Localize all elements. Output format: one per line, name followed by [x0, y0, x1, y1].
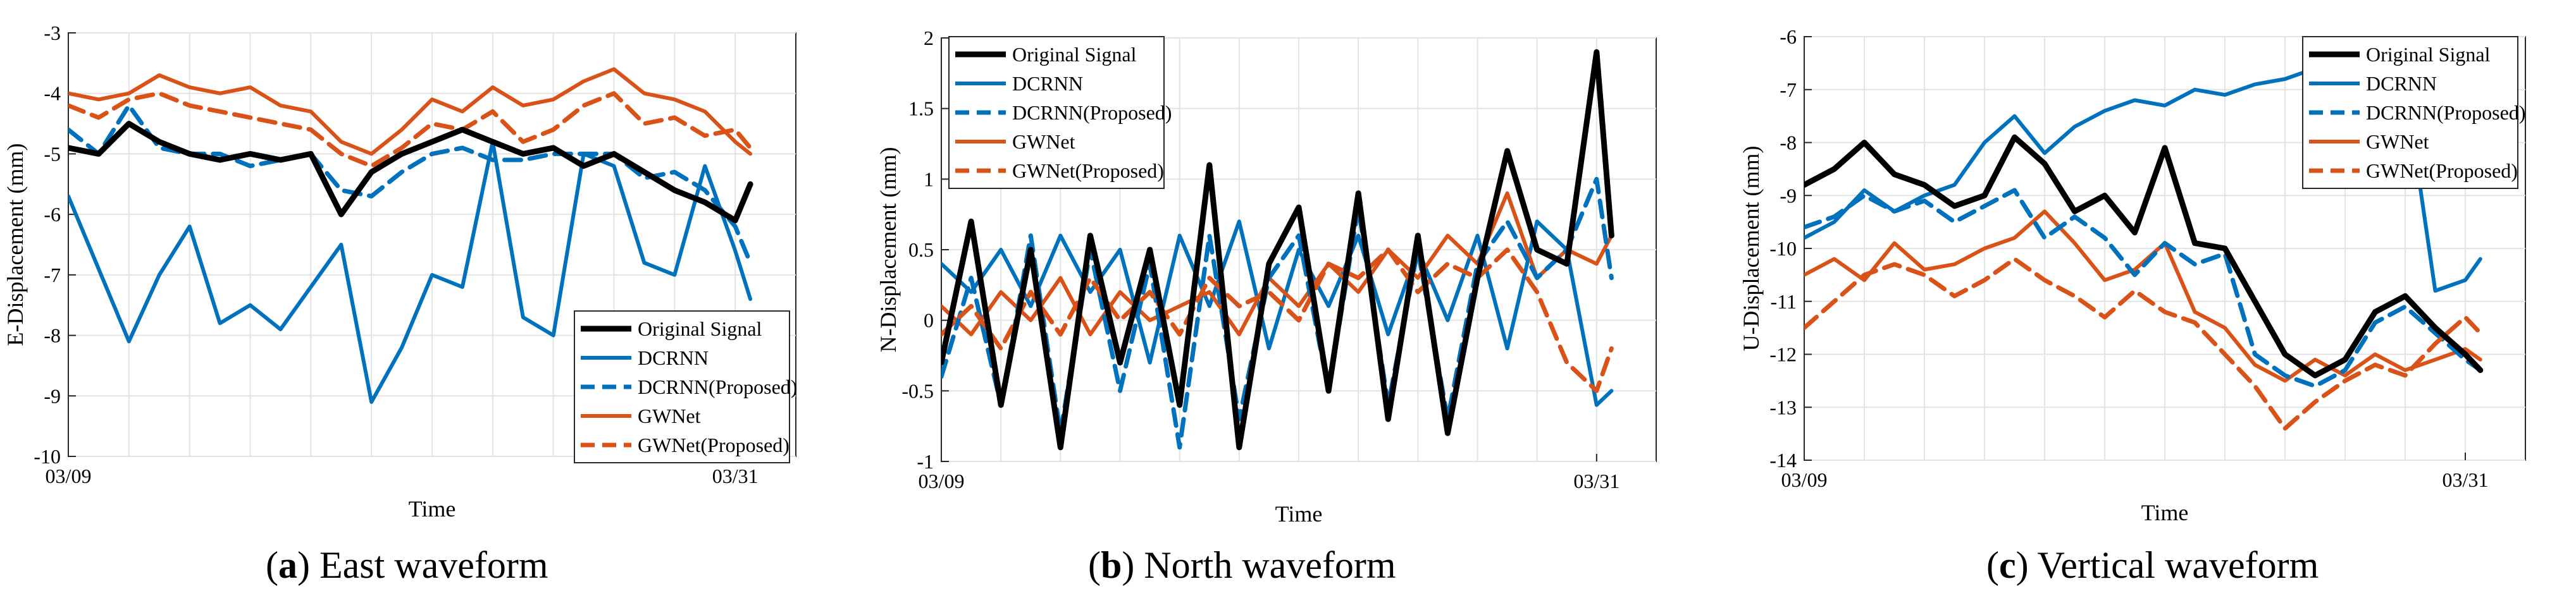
x-tick-label: 03/09 — [46, 465, 92, 487]
series-group — [1804, 61, 2484, 431]
legend: Original Signal DCRNN DCRNN(Proposed) GWNet… — [948, 36, 1172, 189]
legend-label-dcrnn-proposed: DCRNN(Proposed) — [2366, 101, 2525, 124]
y-tick-label: -6 — [44, 203, 61, 226]
y-tick-label: -0.5 — [901, 379, 934, 402]
y-tick-label: 1 — [924, 168, 934, 190]
x-tick-label: 03/31 — [1573, 470, 1619, 492]
caption-vertical: (c) Vertical waveform — [1986, 544, 2319, 586]
legend-label-gwnet-proposed: GWNet(Proposed) — [2366, 159, 2518, 182]
y-tick-label: -10 — [1769, 237, 1797, 260]
y-tick-label: -7 — [1780, 78, 1797, 101]
x-axis-label: Time — [2141, 500, 2189, 525]
x-tick-label: 03/09 — [1781, 468, 1828, 491]
y-tick-label: -1 — [917, 450, 934, 473]
y-tick-label: -13 — [1769, 396, 1797, 418]
legend-label-gwnet-proposed: GWNet(Proposed) — [638, 434, 790, 456]
legend-box — [574, 310, 790, 463]
caption-text: Vertical waveform — [2037, 544, 2319, 586]
y-tick-label: -9 — [44, 384, 61, 407]
caption-letter: a — [278, 544, 297, 586]
legend: Original Signal DCRNN DCRNN(Proposed) GWNet… — [2302, 36, 2525, 189]
y-tick-label: 0.5 — [908, 238, 934, 261]
x-axis-label: Time — [1275, 501, 1323, 527]
caption-text: North waveform — [1144, 544, 1396, 586]
y-tick-label: 0 — [924, 309, 934, 332]
series-line-dcrnn — [941, 219, 1614, 407]
legend-label-gwnet-proposed: GWNet(Proposed) — [1012, 159, 1164, 182]
y-tick-label: -7 — [44, 264, 61, 286]
legend-label-original-signal: Original Signal — [2366, 43, 2491, 66]
legend-label-dcrnn-proposed: DCRNN(Proposed) — [638, 375, 797, 398]
y-tick-label: -8 — [1780, 131, 1797, 154]
legend: Original Signal DCRNN DCRNN(Proposed) GWNet… — [574, 310, 797, 463]
y-tick-label: -8 — [44, 324, 61, 347]
y-axis-label: N-Displacement (mm) — [876, 147, 901, 353]
x-axis-label: Time — [409, 496, 456, 522]
legend-label-gwnet: GWNet — [2366, 130, 2429, 153]
series-line-gwnet — [941, 191, 1614, 336]
legend-label-dcrnn: DCRNN — [1012, 72, 1083, 95]
caption-letter: b — [1100, 544, 1122, 586]
series-group — [68, 67, 753, 404]
x-tick-label: 03/31 — [712, 465, 759, 487]
y-tick-label: -3 — [44, 21, 61, 44]
y-tick-label: -5 — [44, 142, 61, 165]
series-line-original-signal — [941, 49, 1614, 451]
series-line-dcrnn-proposed — [1804, 188, 2483, 389]
series-line-original-signal — [1804, 134, 2484, 379]
caption-letter: c — [1998, 544, 2016, 586]
legend-label-dcrnn-proposed: DCRNN(Proposed) — [1012, 101, 1172, 124]
x-tick-label: 03/09 — [919, 470, 965, 492]
y-tick-label: -6 — [1780, 25, 1797, 48]
y-tick-label: -11 — [1771, 290, 1797, 313]
legend-label-dcrnn: DCRNN — [638, 346, 709, 369]
caption-east: (a) East waveform — [266, 544, 548, 586]
x-tick-label: 03/31 — [2443, 468, 2489, 491]
y-tick-label: -9 — [1780, 184, 1797, 207]
series-line-gwnet-proposed — [1804, 257, 2483, 431]
y-axis-label: E-Displacement (mm) — [3, 143, 28, 346]
series-line-gwnet-proposed — [941, 247, 1614, 393]
series-line-dcrnn — [68, 140, 753, 404]
y-tick-label: -4 — [44, 82, 61, 105]
y-tick-label: -10 — [34, 445, 61, 468]
series-line-gwnet-proposed — [68, 91, 753, 169]
legend-label-dcrnn: DCRNN — [2366, 72, 2437, 95]
series-line-gwnet — [68, 67, 753, 156]
y-tick-label: 2 — [924, 27, 934, 49]
caption-text: East waveform — [319, 544, 548, 586]
caption-north: (b) North waveform — [1088, 544, 1396, 586]
y-axis-label: U-Displacement (mm) — [1738, 146, 1764, 351]
series-line-original-signal — [68, 121, 753, 224]
legend-label-original-signal: Original Signal — [1012, 43, 1137, 66]
north-waveform-chart: 2 1.5 1 0.5 0 -0.5 -103/09 03/31 Time N-Displacem… — [876, 27, 1657, 527]
series-group — [941, 49, 1614, 451]
legend-label-gwnet: GWNet — [1012, 130, 1075, 153]
y-tick-label: -12 — [1769, 343, 1797, 366]
y-tick-label: 1.5 — [908, 97, 934, 120]
legend-label-gwnet: GWNet — [638, 405, 701, 427]
y-tick-label: -14 — [1769, 449, 1797, 472]
legend-label-original-signal: Original Signal — [638, 317, 762, 340]
